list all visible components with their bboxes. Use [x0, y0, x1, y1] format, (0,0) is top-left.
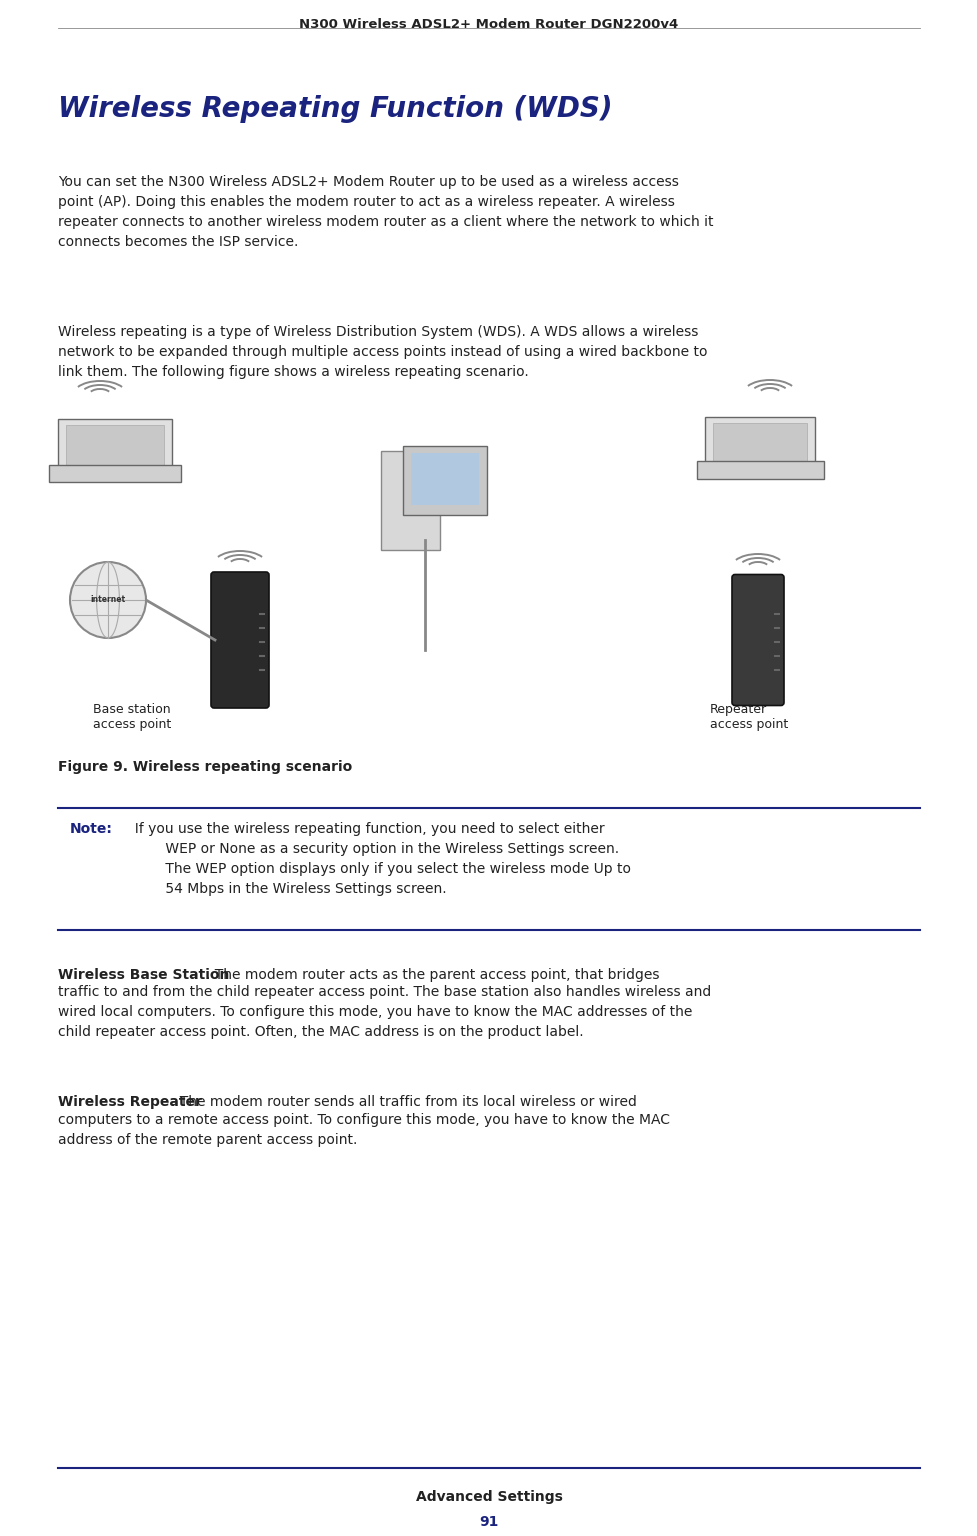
FancyBboxPatch shape: [712, 422, 806, 465]
Text: Base station
access point: Base station access point: [93, 703, 171, 731]
FancyBboxPatch shape: [380, 450, 439, 550]
Text: . The modem router sends all traffic from its local wireless or wired: . The modem router sends all traffic fro…: [171, 1095, 636, 1109]
FancyBboxPatch shape: [211, 571, 269, 708]
Text: Wireless Repeating Function (WDS): Wireless Repeating Function (WDS): [58, 95, 612, 123]
Text: Wireless Repeater: Wireless Repeater: [58, 1095, 201, 1109]
FancyBboxPatch shape: [49, 464, 181, 482]
Text: Advanced Settings: Advanced Settings: [415, 1490, 562, 1504]
Text: N300 Wireless ADSL2+ Modem Router DGN2200v4: N300 Wireless ADSL2+ Modem Router DGN220…: [299, 18, 678, 31]
FancyBboxPatch shape: [58, 419, 172, 476]
FancyBboxPatch shape: [410, 453, 479, 505]
FancyBboxPatch shape: [704, 416, 814, 472]
Circle shape: [70, 562, 146, 637]
Text: 91: 91: [479, 1514, 498, 1528]
FancyBboxPatch shape: [65, 424, 164, 470]
Text: Note:: Note:: [70, 822, 112, 836]
Text: Repeater
access point: Repeater access point: [709, 703, 787, 731]
Text: traffic to and from the child repeater access point. The base station also handl: traffic to and from the child repeater a…: [58, 985, 710, 1038]
Text: If you use the wireless repeating function, you need to select either
         W: If you use the wireless repeating functi…: [126, 822, 630, 895]
Text: computers to a remote access point. To configure this mode, you have to know the: computers to a remote access point. To c…: [58, 1114, 669, 1147]
FancyBboxPatch shape: [731, 574, 784, 705]
Text: . The modem router acts as the parent access point, that bridges: . The modem router acts as the parent ac…: [206, 968, 658, 982]
FancyBboxPatch shape: [696, 461, 823, 479]
Text: internet: internet: [90, 596, 125, 605]
Text: Wireless Base Station: Wireless Base Station: [58, 968, 230, 982]
FancyBboxPatch shape: [403, 445, 487, 515]
Text: Wireless repeating is a type of Wireless Distribution System (WDS). A WDS allows: Wireless repeating is a type of Wireless…: [58, 326, 706, 379]
Text: Figure 9. Wireless repeating scenario: Figure 9. Wireless repeating scenario: [58, 760, 352, 774]
Text: You can set the N300 Wireless ADSL2+ Modem Router up to be used as a wireless ac: You can set the N300 Wireless ADSL2+ Mod…: [58, 175, 713, 249]
